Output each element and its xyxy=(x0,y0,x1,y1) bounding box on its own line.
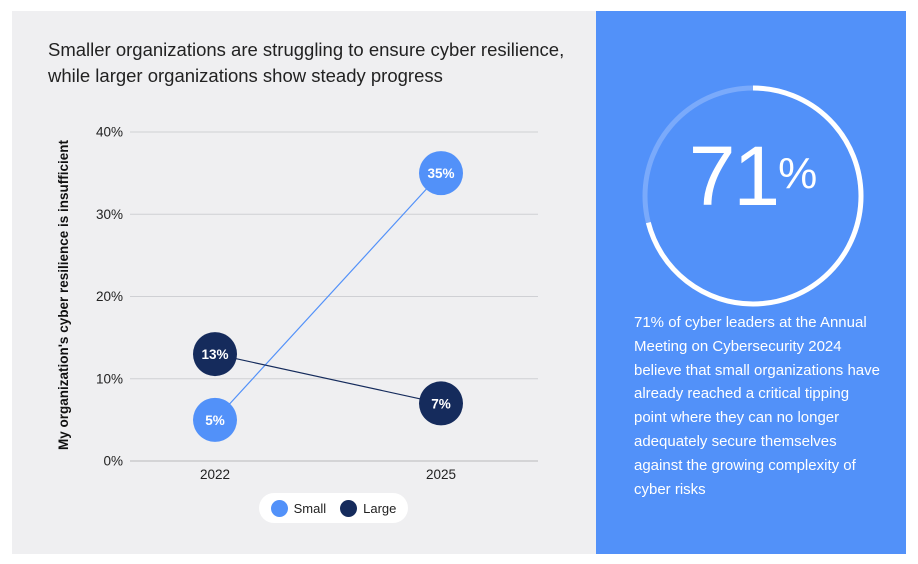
stat-value: 71% xyxy=(640,126,866,226)
y-tick-label: 0% xyxy=(103,454,123,469)
x-tick-label: 2022 xyxy=(200,467,230,482)
y-tick-label: 30% xyxy=(96,207,123,222)
stat-number-value: 71 xyxy=(688,129,780,223)
data-label-large: 13% xyxy=(201,347,228,362)
data-point-large xyxy=(193,332,237,377)
chart-title: Smaller organizations are struggling to … xyxy=(48,39,565,86)
x-tick-label: 2025 xyxy=(426,467,456,482)
y-axis-label: My organization's cyber resilience is in… xyxy=(56,139,71,450)
data-point-small xyxy=(419,151,463,196)
y-tick-label: 10% xyxy=(96,371,123,386)
stat-description: 71% of cyber leaders at the Annual Meeti… xyxy=(634,314,880,498)
legend-label-small: Small xyxy=(293,500,327,516)
legend-swatch-small xyxy=(270,499,288,517)
legend-item-small: Small xyxy=(270,499,327,517)
legend-label-large: Large xyxy=(363,500,397,516)
stat-ring xyxy=(642,85,864,307)
y-tick-label: 20% xyxy=(96,289,123,304)
data-label-small: 35% xyxy=(427,166,454,181)
legend-swatch-large xyxy=(340,499,358,517)
data-label-small: 5% xyxy=(205,413,225,428)
data-point-large xyxy=(419,381,463,426)
series-line-small xyxy=(214,172,442,421)
data-label-large: 7% xyxy=(431,396,451,411)
legend-item-large: Large xyxy=(340,499,397,517)
data-point-small xyxy=(193,397,237,442)
stat-panel xyxy=(596,11,906,554)
chart-panel xyxy=(12,11,596,554)
series-line-large xyxy=(214,353,442,405)
y-tick-label: 40% xyxy=(96,125,123,140)
stat-unit: % xyxy=(778,149,818,198)
legend: Small Large xyxy=(259,493,408,523)
stat-ring-fill xyxy=(642,85,864,307)
